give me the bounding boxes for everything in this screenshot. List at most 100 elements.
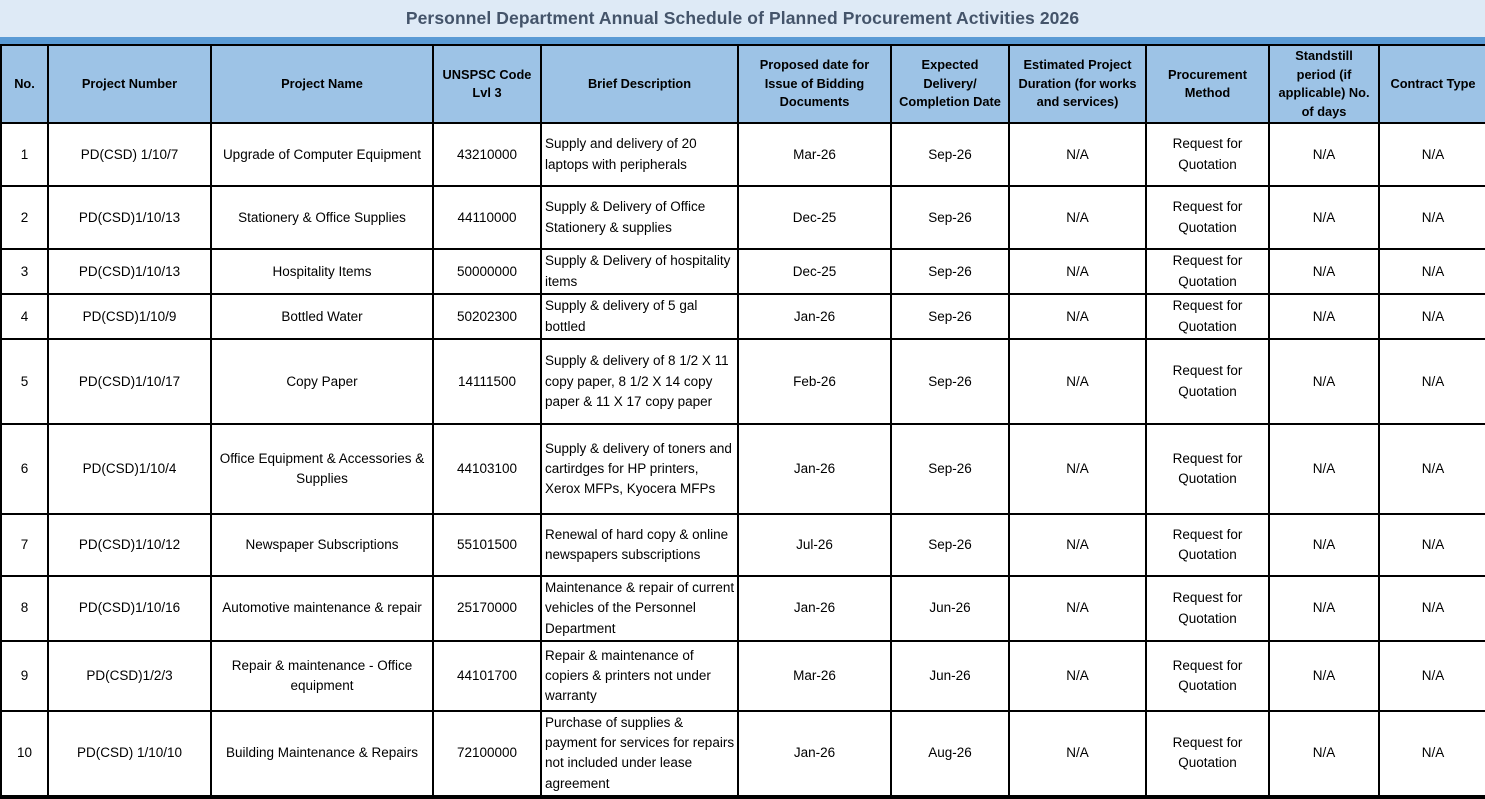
cell-bidding-date: Jan-26 xyxy=(737,709,892,798)
cell-delivery-date: Aug-26 xyxy=(890,709,1010,798)
column-header-project-number: Project Number xyxy=(47,43,212,125)
cell-brief-description: Supply & delivery of 8 1/2 X 11 copy pap… xyxy=(540,338,739,426)
cell-no: 10 xyxy=(0,709,49,798)
cell-brief-description: Supply & Delivery of hospitality items xyxy=(540,248,739,296)
table-header: No. Project Number Project Name UNSPSC C… xyxy=(0,43,1485,125)
cell-delivery-date: Sep-26 xyxy=(890,248,1010,296)
cell-project-duration: N/A xyxy=(1008,709,1147,798)
header-row: No. Project Number Project Name UNSPSC C… xyxy=(0,43,1485,125)
cell-project-number: PD(CSD) 1/10/10 xyxy=(47,709,212,798)
cell-project-name: Stationery & Office Supplies xyxy=(210,185,434,251)
cell-contract-type: N/A xyxy=(1378,293,1485,341)
title-accent-band xyxy=(0,37,1485,44)
table-row: 10 PD(CSD) 1/10/10 Building Maintenance … xyxy=(0,709,1485,798)
cell-unspsc-code: 55101500 xyxy=(432,513,542,578)
cell-procurement-method: Request for Quotation xyxy=(1145,639,1270,712)
table-row: 1 PD(CSD) 1/10/7 Upgrade of Computer Equ… xyxy=(0,122,1485,188)
column-header-bidding-date: Proposed date for Issue of Bidding Docum… xyxy=(737,43,892,125)
cell-delivery-date: Sep-26 xyxy=(890,185,1010,251)
column-header-standstill-period: Standstill period (if applicable) No. of… xyxy=(1268,43,1380,125)
table-row: 5 PD(CSD)1/10/17 Copy Paper 14111500 Sup… xyxy=(0,338,1485,426)
cell-unspsc-code: 43210000 xyxy=(432,122,542,188)
cell-bidding-date: Feb-26 xyxy=(737,338,892,426)
cell-no: 3 xyxy=(0,248,49,296)
cell-project-duration: N/A xyxy=(1008,185,1147,251)
cell-no: 5 xyxy=(0,338,49,426)
cell-unspsc-code: 50202300 xyxy=(432,293,542,341)
cell-unspsc-code: 25170000 xyxy=(432,575,542,642)
cell-project-name: Automotive maintenance & repair xyxy=(210,575,434,642)
column-header-unspsc-code: UNSPSC Code Lvl 3 xyxy=(432,43,542,125)
cell-delivery-date: Jun-26 xyxy=(890,575,1010,642)
table-row: 7 PD(CSD)1/10/12 Newspaper Subscriptions… xyxy=(0,513,1485,578)
cell-project-name: Copy Paper xyxy=(210,338,434,426)
cell-standstill-period: N/A xyxy=(1268,639,1380,712)
column-header-contract-type: Contract Type xyxy=(1378,43,1485,125)
cell-project-number: PD(CSD)1/10/4 xyxy=(47,423,212,516)
cell-contract-type: N/A xyxy=(1378,248,1485,296)
cell-project-number: PD(CSD)1/10/9 xyxy=(47,293,212,341)
cell-brief-description: Maintenance & repair of current vehicles… xyxy=(540,575,739,642)
cell-bidding-date: Dec-25 xyxy=(737,185,892,251)
cell-standstill-period: N/A xyxy=(1268,709,1380,798)
cell-bidding-date: Jan-26 xyxy=(737,575,892,642)
cell-unspsc-code: 14111500 xyxy=(432,338,542,426)
cell-bidding-date: Jan-26 xyxy=(737,423,892,516)
cell-procurement-method: Request for Quotation xyxy=(1145,338,1270,426)
cell-delivery-date: Sep-26 xyxy=(890,122,1010,188)
cell-procurement-method: Request for Quotation xyxy=(1145,575,1270,642)
column-header-project-name: Project Name xyxy=(210,43,434,125)
cell-contract-type: N/A xyxy=(1378,639,1485,712)
cell-contract-type: N/A xyxy=(1378,338,1485,426)
cell-standstill-period: N/A xyxy=(1268,185,1380,251)
cell-standstill-period: N/A xyxy=(1268,513,1380,578)
table-row: 6 PD(CSD)1/10/4 Office Equipment & Acces… xyxy=(0,423,1485,516)
cell-project-duration: N/A xyxy=(1008,513,1147,578)
cell-project-name: Repair & maintenance - Office equipment xyxy=(210,639,434,712)
cell-brief-description: Supply & Delivery of Office Stationery &… xyxy=(540,185,739,251)
cell-project-number: PD(CSD) 1/10/7 xyxy=(47,122,212,188)
cell-procurement-method: Request for Quotation xyxy=(1145,122,1270,188)
cell-no: 1 xyxy=(0,122,49,188)
cell-project-duration: N/A xyxy=(1008,423,1147,516)
cell-bidding-date: Mar-26 xyxy=(737,122,892,188)
cell-procurement-method: Request for Quotation xyxy=(1145,423,1270,516)
table-row: 9 PD(CSD)1/2/3 Repair & maintenance - Of… xyxy=(0,639,1485,712)
cell-no: 8 xyxy=(0,575,49,642)
cell-brief-description: Supply & delivery of 5 gal bottled xyxy=(540,293,739,341)
cell-procurement-method: Request for Quotation xyxy=(1145,185,1270,251)
cell-project-number: PD(CSD)1/10/13 xyxy=(47,248,212,296)
cell-project-duration: N/A xyxy=(1008,248,1147,296)
column-header-no: No. xyxy=(0,43,49,125)
cell-delivery-date: Sep-26 xyxy=(890,293,1010,341)
cell-brief-description: Repair & maintenance of copiers & printe… xyxy=(540,639,739,712)
cell-bidding-date: Dec-25 xyxy=(737,248,892,296)
cell-project-name: Newspaper Subscriptions xyxy=(210,513,434,578)
cell-procurement-method: Request for Quotation xyxy=(1145,513,1270,578)
cell-project-duration: N/A xyxy=(1008,575,1147,642)
column-header-delivery-date: Expected Delivery/ Completion Date xyxy=(890,43,1010,125)
cell-standstill-period: N/A xyxy=(1268,293,1380,341)
table-row: 2 PD(CSD)1/10/13 Stationery & Office Sup… xyxy=(0,185,1485,251)
cell-delivery-date: Sep-26 xyxy=(890,423,1010,516)
cell-project-name: Bottled Water xyxy=(210,293,434,341)
cell-project-duration: N/A xyxy=(1008,293,1147,341)
cell-standstill-period: N/A xyxy=(1268,248,1380,296)
cell-no: 2 xyxy=(0,185,49,251)
cell-procurement-method: Request for Quotation xyxy=(1145,293,1270,341)
table-row: 8 PD(CSD)1/10/16 Automotive maintenance … xyxy=(0,575,1485,642)
cell-contract-type: N/A xyxy=(1378,185,1485,251)
cell-project-name: Hospitality Items xyxy=(210,248,434,296)
cell-standstill-period: N/A xyxy=(1268,122,1380,188)
cell-project-number: PD(CSD)1/10/13 xyxy=(47,185,212,251)
cell-bidding-date: Mar-26 xyxy=(737,639,892,712)
cell-unspsc-code: 44110000 xyxy=(432,185,542,251)
cell-bidding-date: Jan-26 xyxy=(737,293,892,341)
cell-procurement-method: Request for Quotation xyxy=(1145,248,1270,296)
cell-contract-type: N/A xyxy=(1378,423,1485,516)
cell-no: 7 xyxy=(0,513,49,578)
cell-brief-description: Supply and delivery of 20 laptops with p… xyxy=(540,122,739,188)
column-header-brief-description: Brief Description xyxy=(540,43,739,125)
cell-project-number: PD(CSD)1/10/17 xyxy=(47,338,212,426)
cell-unspsc-code: 44103100 xyxy=(432,423,542,516)
